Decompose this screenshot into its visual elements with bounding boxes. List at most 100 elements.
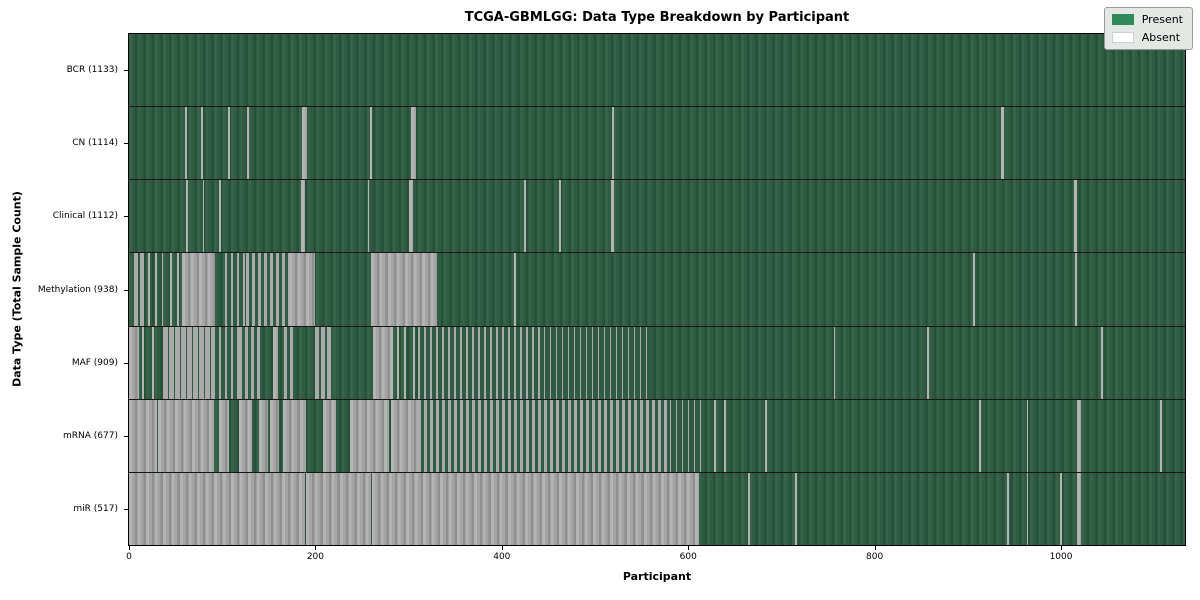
absent-segment (764, 399, 767, 472)
absent-segment (833, 326, 836, 399)
absent-segment (259, 399, 268, 472)
absent-segment (714, 399, 717, 472)
absent-segment (177, 253, 180, 326)
absent-segment (1076, 399, 1081, 472)
x-tick-mark (1061, 546, 1063, 550)
absent-segment (373, 326, 393, 399)
absent-segment (306, 472, 372, 545)
matrix-row-MAF (129, 325, 1185, 399)
y-tick-mark (124, 362, 128, 364)
y-tick-label-MAF: MAF (909) (71, 357, 118, 368)
mixed-segment (417, 399, 670, 472)
absent-segment (302, 107, 307, 180)
absent-segment (147, 253, 150, 326)
absent-segment (202, 180, 205, 253)
legend-label-present: Present (1141, 13, 1183, 26)
y-tick-label-mRNA: mRNA (677) (63, 431, 118, 442)
mixed-segment (225, 253, 246, 326)
matrix-row-CN (129, 106, 1185, 180)
matrix-row-Methylation (129, 252, 1185, 326)
absent-segment (973, 253, 976, 326)
absent-segment (367, 180, 370, 253)
y-tick-mark (124, 216, 128, 218)
y-tick-mark (124, 289, 128, 291)
absent-segment (411, 107, 417, 180)
absent-segment (723, 399, 726, 472)
absent-segment (322, 399, 336, 472)
absent-segment (524, 180, 527, 253)
absent-segment (1001, 107, 1005, 180)
legend-label-absent: Absent (1141, 31, 1181, 44)
x-tick-label-800: 800 (866, 552, 884, 562)
absent-segment (558, 180, 561, 253)
absent-segment (269, 399, 280, 472)
absent-segment (1159, 399, 1162, 472)
y-tick-mark (124, 436, 128, 438)
y-tick-label-CN: CN (1114) (72, 137, 118, 148)
x-tick-label-400: 400 (493, 552, 511, 562)
absent-segment (403, 326, 406, 399)
absent-segment (219, 399, 229, 472)
absent-swatch-icon (1111, 32, 1134, 43)
x-tick-label-0: 0 (126, 552, 132, 562)
matrix-row-BCR (129, 34, 1185, 107)
absent-segment (1006, 472, 1009, 545)
absent-segment (349, 399, 390, 472)
y-tick-label-BCR: BCR (1133) (66, 64, 118, 75)
chart-title: TCGA-GBMLGG: Data Type Breakdown by Part… (464, 10, 850, 25)
mixed-segment (417, 326, 544, 399)
mixed-segment (669, 399, 702, 472)
absent-segment (238, 399, 253, 472)
absent-segment (129, 399, 157, 472)
absent-segment (152, 326, 155, 399)
absent-segment (610, 180, 614, 253)
mixed-segment (162, 326, 213, 399)
absent-segment (129, 326, 140, 399)
mixed-segment (283, 326, 294, 399)
absent-segment (1060, 472, 1062, 545)
x-tick-mark (501, 546, 503, 550)
y-tick-mark (124, 509, 128, 511)
absent-segment (371, 253, 437, 326)
mixed-segment (238, 326, 263, 399)
absent-segment (413, 326, 416, 399)
absent-segment (273, 326, 279, 399)
legend-item-present: Present (1111, 13, 1183, 26)
absent-segment (282, 399, 307, 472)
x-tick-mark (874, 546, 876, 550)
y-tick-mark (124, 142, 128, 144)
x-tick-label-1000: 1000 (1049, 552, 1073, 562)
absent-segment (1026, 399, 1029, 472)
absent-segment (184, 107, 187, 180)
y-tick-label-Methylation: Methylation (938) (37, 284, 118, 295)
present-swatch-icon (1111, 14, 1134, 25)
legend-item-absent: Absent (1111, 31, 1183, 44)
absent-segment (408, 180, 414, 253)
absent-segment (1026, 472, 1029, 545)
absent-segment (611, 107, 614, 180)
y-tick-label-miR: miR (517) (73, 504, 118, 515)
absent-segment (301, 180, 306, 253)
absent-segment (1074, 180, 1077, 253)
absent-segment (142, 326, 144, 399)
absent-segment (227, 107, 230, 180)
plot-area (128, 33, 1186, 546)
x-tick-label-200: 200 (306, 552, 324, 562)
matrix-row-Clinical (129, 179, 1185, 253)
x-tick-mark (688, 546, 690, 550)
absent-segment (185, 180, 188, 253)
mixed-segment (245, 253, 290, 326)
mixed-segment (212, 326, 239, 399)
absent-segment (161, 253, 164, 326)
y-tick-mark (124, 69, 128, 71)
absent-segment (157, 399, 214, 472)
absent-segment (200, 107, 203, 180)
absent-segment (979, 399, 981, 472)
absent-segment (926, 326, 929, 399)
absent-segment (747, 472, 750, 545)
x-tick-label-600: 600 (679, 552, 697, 562)
absent-segment (795, 472, 798, 545)
absent-segment (1076, 472, 1081, 545)
absent-segment (182, 253, 215, 326)
